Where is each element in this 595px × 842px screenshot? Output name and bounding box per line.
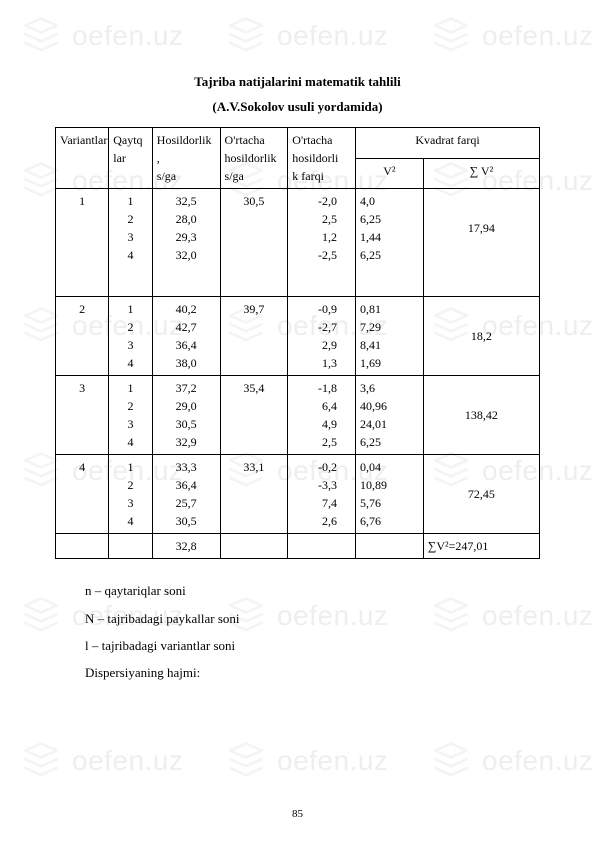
cell-avg: 30,5: [220, 189, 288, 297]
footer-total: ∑V²=247,01: [423, 534, 539, 559]
cell-sum: 138,42: [423, 376, 539, 455]
cell-reps: 1 2 3 4: [109, 189, 153, 297]
cell-variant: 3: [56, 376, 109, 455]
cell-sum: 18,2: [423, 297, 539, 376]
hdr-yield: Hosildorlik , s/ga: [152, 128, 220, 189]
footer-blank-2: [109, 534, 153, 559]
cell-yield: 32,5 28,0 29,3 32,0: [152, 189, 220, 297]
cell-yield: 37,2 29,0 30,5 32,9: [152, 376, 220, 455]
cell-v2: 0,04 10,89 5,76 6,76: [356, 455, 424, 534]
footer-blank-3: [220, 534, 288, 559]
cell-yield: 33,3 36,4 25,7 30,5: [152, 455, 220, 534]
footer-blank-1: [56, 534, 109, 559]
hdr-v2: V²: [356, 158, 424, 189]
note-N: N – tajribadagi paykallar soni: [85, 605, 540, 632]
watermark-item: oefen.uz: [225, 740, 388, 782]
note-d: Dispersiyaning hajmi:: [85, 659, 540, 686]
table-row: 3 1 2 3 4 37,2 29,0 30,5 32,9 35,4 -1,8 …: [56, 376, 540, 455]
cell-variant: 4: [56, 455, 109, 534]
table-row: 1 1 2 3 4 32,5 28,0 29,3 32,0 30,5 -2,0 …: [56, 189, 540, 297]
page-content: Tajriba natijalarini matematik tahlili (…: [0, 0, 595, 687]
note-n: n – qaytariqlar soni: [85, 577, 540, 604]
data-table: Variantlar Qaytq lar Hosildorlik , s/ga …: [55, 127, 540, 559]
title-line-1: Tajriba natijalarini matematik tahlili: [55, 70, 540, 95]
footer-blank-4: [288, 534, 356, 559]
cell-avg: 35,4: [220, 376, 288, 455]
cell-variant: 2: [56, 297, 109, 376]
hdr-sumv2: ∑ V²: [423, 158, 539, 189]
cell-sum: 72,45: [423, 455, 539, 534]
watermark-item: oefen.uz: [20, 740, 183, 782]
hdr-avg: O'rtacha hosildorlik s/ga: [220, 128, 288, 189]
hdr-reps: Qaytq lar: [109, 128, 153, 189]
footer-yield: 32,8: [152, 534, 220, 559]
footer-blank-5: [356, 534, 424, 559]
cell-avg: 33,1: [220, 455, 288, 534]
header-row-1: Variantlar Qaytq lar Hosildorlik , s/ga …: [56, 128, 540, 159]
cell-avg: 39,7: [220, 297, 288, 376]
table-row: 4 1 2 3 4 33,3 36,4 25,7 30,5 33,1 -0,2 …: [56, 455, 540, 534]
title-line-2: (A.V.Sokolov usuli yordamida): [55, 95, 540, 120]
notes: n – qaytariqlar soni N – tajribadagi pay…: [55, 577, 540, 686]
page-number: 85: [0, 808, 595, 820]
cell-sum: 17,94: [423, 189, 539, 297]
table-body: 1 1 2 3 4 32,5 28,0 29,3 32,0 30,5 -2,0 …: [56, 189, 540, 534]
cell-v2: 4,0 6,25 1,44 6,25: [356, 189, 424, 297]
footer-row: 32,8 ∑V²=247,01: [56, 534, 540, 559]
cell-variant: 1: [56, 189, 109, 297]
watermark-item: oefen.uz: [430, 740, 593, 782]
hdr-diff: O'rtacha hosildorli k farqi: [288, 128, 356, 189]
hdr-kvadrat: Kvadrat farqi: [356, 128, 540, 159]
cell-v2: 0,81 7,29 8,41 1,69: [356, 297, 424, 376]
table-row: 2 1 2 3 4 40,2 42,7 36,4 38,0 39,7 -0,9 …: [56, 297, 540, 376]
cell-yield: 40,2 42,7 36,4 38,0: [152, 297, 220, 376]
cell-reps: 1 2 3 4: [109, 376, 153, 455]
cell-v2: 3,6 40,96 24,01 6,25: [356, 376, 424, 455]
cell-reps: 1 2 3 4: [109, 455, 153, 534]
hdr-variants: Variantlar: [56, 128, 109, 189]
note-l: l – tajribadagi variantlar soni: [85, 632, 540, 659]
cell-reps: 1 2 3 4: [109, 297, 153, 376]
cell-diff: -2,0 2,5 1,2 -2,5: [288, 189, 356, 297]
cell-diff: -1,8 6,4 4,9 2,5: [288, 376, 356, 455]
cell-diff: -0,2 -3,3 7,4 2,6: [288, 455, 356, 534]
cell-diff: -0,9 -2,7 2,9 1,3: [288, 297, 356, 376]
